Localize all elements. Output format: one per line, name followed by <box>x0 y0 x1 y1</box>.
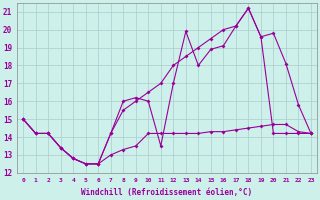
X-axis label: Windchill (Refroidissement éolien,°C): Windchill (Refroidissement éolien,°C) <box>82 188 252 197</box>
